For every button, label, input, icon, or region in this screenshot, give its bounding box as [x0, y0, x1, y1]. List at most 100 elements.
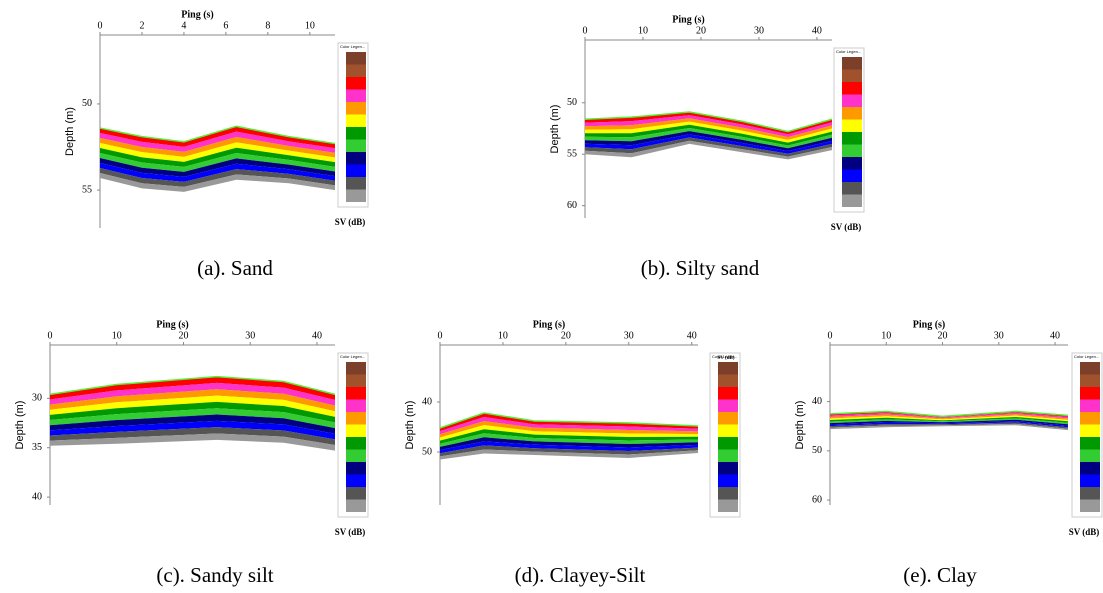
echo-stripe — [830, 419, 1068, 426]
echo-stripe — [830, 415, 1068, 422]
colorbar-swatch — [842, 57, 862, 70]
colorbar-swatch — [718, 374, 738, 387]
echo-stripe — [50, 401, 335, 423]
x-tick-label: 40 — [812, 25, 822, 36]
colorbar-swatch — [1080, 474, 1100, 487]
colorbar-swatch — [1080, 499, 1100, 512]
echo-stripe — [100, 163, 335, 182]
echo-stripe — [50, 420, 335, 440]
colorbar-swatch — [842, 94, 862, 107]
echo-stripe — [830, 414, 1068, 420]
echo-stripe — [50, 395, 335, 417]
x-tick-label: 4 — [181, 20, 186, 31]
colorbar-swatch — [842, 69, 862, 82]
colorbar-swatch — [346, 387, 366, 400]
x-tick-label: 0 — [438, 330, 443, 341]
colorbar-swatch — [718, 474, 738, 487]
surface-line — [584, 111, 833, 133]
colorbar-swatch — [346, 412, 366, 425]
y-axis-title: Depth (m) — [404, 401, 416, 450]
echo-stripe — [50, 382, 335, 406]
y-tick-label: 55 — [567, 149, 577, 160]
colorbar-swatch — [346, 449, 366, 462]
echo-stripe — [50, 433, 335, 451]
caption: (d). Clayey-Silt — [515, 563, 646, 587]
colorbar-swatch — [346, 399, 366, 412]
y-tick-label: 55 — [82, 184, 92, 195]
colorbar-swatch — [718, 424, 738, 437]
y-tick-label: 40 — [812, 396, 822, 407]
echo-stripe — [830, 422, 1068, 429]
echo-stripe — [100, 131, 335, 153]
y-tick-label: 40 — [32, 491, 42, 502]
x-tick-label: 8 — [265, 20, 270, 31]
x-tick-label: 0 — [583, 25, 588, 36]
echo-stripe — [830, 418, 1068, 425]
echo-stripe — [440, 433, 698, 447]
colorbar-label: SV (dB) — [335, 527, 366, 537]
x-tick-label: 30 — [994, 330, 1004, 341]
echo-stripe — [100, 153, 335, 172]
x-tick-label: 30 — [754, 25, 764, 36]
echo-stripe — [830, 421, 1068, 428]
y-tick-label: 50 — [812, 445, 822, 456]
colorbar-swatch — [1080, 437, 1100, 450]
caption: (b). Silty sand — [641, 256, 760, 280]
echo-stripe — [830, 416, 1068, 423]
echo-stripe — [585, 121, 832, 143]
colorbar-swatch — [346, 487, 366, 500]
echo-stripe — [50, 389, 335, 412]
y-tick-label: 30 — [32, 393, 42, 404]
echogram-panel: Ping (s) 0 2 4 6 8 10 50 55 Depth (m) Color Legen.… — [64, 9, 369, 280]
echogram-panel: Ping (s) 0 10 20 30 40 30 35 40 Depth (m) Color Le… — [14, 319, 369, 587]
echo-stripe — [585, 124, 832, 146]
colorbar-swatch — [1080, 387, 1100, 400]
colorbar-swatch — [346, 424, 366, 437]
y-axis-title: Depth (m) — [14, 401, 26, 450]
colorbar-swatch — [1080, 487, 1100, 500]
echo-stripe — [830, 423, 1068, 431]
x-tick-label: 10 — [638, 25, 648, 36]
echo-stripe — [100, 126, 335, 149]
echo-stripe — [585, 112, 832, 135]
echo-stripe — [585, 127, 832, 149]
y-tick-label: 60 — [567, 200, 577, 211]
echogram-panel: Ping (s) 0 10 20 30 40 40 50 60 Depth (m) Color Le… — [794, 319, 1103, 587]
colorbar-swatch — [718, 449, 738, 462]
colorbar-swatch — [718, 412, 738, 425]
echo-stripe — [50, 408, 335, 429]
colorbar-swatch — [1080, 449, 1100, 462]
x-tick-label: 0 — [48, 330, 53, 341]
echo-stripe — [100, 142, 335, 163]
colorbar-swatch — [346, 362, 366, 375]
colorbar-swatch — [346, 499, 366, 512]
y-axis-title: Depth (m) — [794, 401, 806, 450]
colorbar-swatch — [842, 182, 862, 195]
echo-stripe — [100, 147, 335, 167]
colorbar-swatch — [842, 157, 862, 170]
y-tick-label: 50 — [422, 446, 432, 457]
colorbar-swatch — [346, 164, 366, 177]
colorbar-swatch — [842, 82, 862, 95]
colorbar-swatch — [718, 487, 738, 500]
echo-stripe — [585, 115, 832, 138]
x-tick-label: 20 — [696, 25, 706, 36]
y-tick-label: 60 — [812, 494, 822, 505]
caption: (e). Clay — [903, 563, 977, 587]
surface-line — [99, 125, 336, 145]
colorbar-swatch — [346, 77, 366, 90]
colorbar-swatch — [346, 177, 366, 190]
colorbar-swatch — [1080, 462, 1100, 475]
x-tick-label: 10 — [498, 330, 508, 341]
colorbar-label: SV (dB) — [1069, 527, 1100, 537]
echo-stripe — [50, 376, 335, 401]
x-tick-label: 10 — [881, 330, 891, 341]
y-tick-label: 35 — [32, 442, 42, 453]
y-tick-label: 50 — [567, 97, 577, 108]
echo-stripe — [830, 411, 1068, 418]
echo-stripe — [50, 427, 335, 446]
x-tick-label: 20 — [561, 330, 571, 341]
colorbar-swatch — [346, 52, 366, 65]
colorbar-swatch — [1080, 412, 1100, 425]
y-axis-title: Depth (m) — [64, 107, 76, 156]
